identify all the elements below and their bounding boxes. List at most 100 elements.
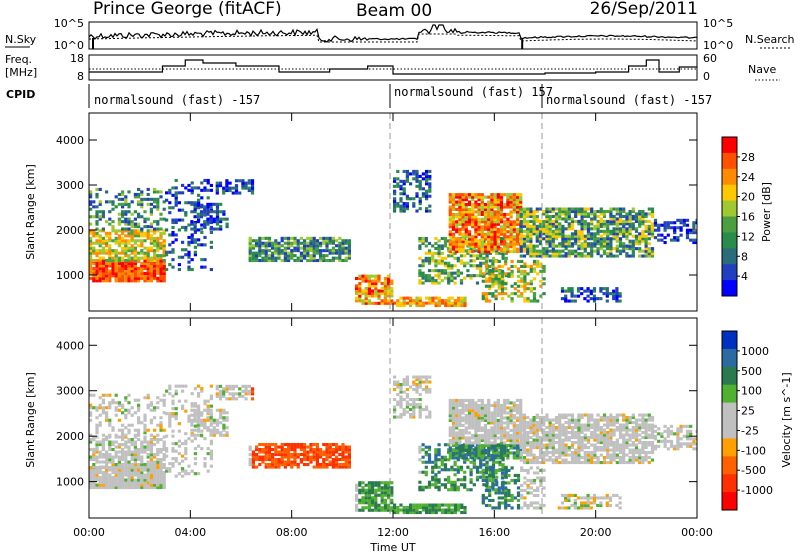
heatmap-cell (315, 445, 319, 449)
heatmap-cell (108, 473, 112, 477)
heatmap-cell (538, 207, 543, 211)
heatmap-cell (415, 301, 419, 305)
heatmap-cell (143, 431, 147, 435)
heatmap-cell (258, 244, 262, 248)
heatmap-cell (485, 463, 489, 467)
heatmap-cell (162, 200, 166, 204)
heatmap-cell (114, 481, 118, 485)
heatmap-cell (466, 458, 470, 462)
heatmap-cell (487, 433, 491, 437)
heatmap-cell (548, 224, 552, 228)
heatmap-cell (480, 411, 484, 415)
heatmap-cell (519, 232, 523, 236)
heatmap-cell (463, 299, 467, 303)
heatmap-cell (137, 416, 141, 420)
freq-label-1: Freq. (5, 53, 32, 66)
heatmap-cell (267, 244, 271, 248)
heatmap-cell (434, 281, 438, 285)
heatmap-cell (374, 503, 378, 507)
heatmap-cell (490, 242, 494, 246)
heatmap-cell (503, 222, 507, 226)
heatmap-cell (512, 207, 516, 211)
heatmap-cell (428, 390, 432, 394)
heatmap-cell (225, 222, 229, 226)
heatmap-cell (393, 503, 397, 507)
heatmap-cell (108, 401, 112, 405)
heatmap-cell (168, 414, 172, 418)
heatmap-cell (458, 416, 462, 420)
heatmap-cell (203, 408, 207, 412)
heatmap-cell (121, 476, 125, 480)
heatmap-cell (631, 242, 635, 246)
heatmap-cell (312, 453, 316, 457)
heatmap-cell (111, 220, 115, 224)
heatmap-cell (650, 214, 655, 218)
heatmap-cell (451, 220, 456, 224)
heatmap-cell (162, 448, 166, 452)
heatmap-cell (222, 191, 226, 195)
heatmap-cell (149, 483, 153, 487)
heatmap-cell (358, 481, 362, 485)
heatmap-cell (101, 445, 105, 449)
heatmap-cell (367, 481, 371, 485)
heatmap-cell (197, 404, 201, 408)
heatmap-cell (673, 238, 677, 242)
heatmap-cell (593, 224, 597, 228)
heatmap-cell (599, 247, 603, 251)
heatmap-cell (153, 231, 157, 235)
heatmap-cell (277, 463, 281, 467)
heatmap-cell (168, 201, 172, 205)
heatmap-cell (137, 259, 141, 263)
heatmap-cell (315, 458, 319, 462)
heatmap-cell (586, 207, 591, 211)
heatmap-cell (203, 235, 207, 239)
heatmap-cell (425, 179, 429, 183)
heatmap-cell (361, 498, 365, 502)
heatmap-cell (606, 222, 610, 226)
heatmap-cell (225, 181, 229, 185)
heatmap-cell (156, 249, 160, 253)
heatmap-cell (567, 214, 571, 218)
heatmap-cell (418, 237, 422, 241)
heatmap-cell (193, 447, 197, 451)
heatmap-cell (140, 251, 144, 255)
heatmap-cell (631, 252, 635, 256)
heatmap-cell (190, 201, 194, 205)
heatmap-cell (347, 244, 351, 248)
heatmap-cell (159, 259, 163, 263)
heatmap-cell (181, 225, 185, 229)
heatmap-cell (529, 227, 533, 231)
heatmap-cell (609, 222, 613, 226)
heatmap-cell (244, 184, 248, 188)
heatmap-cell (325, 458, 329, 462)
heatmap-cell (306, 455, 310, 459)
heatmap-cell (338, 256, 342, 260)
heatmap-cell (474, 411, 478, 415)
heatmap-cell (448, 230, 452, 234)
heatmap-cell (98, 271, 102, 275)
heatmap-cell (471, 426, 475, 430)
heatmap-cell (421, 443, 425, 447)
heatmap-cell (203, 426, 207, 430)
heatmap-cell (165, 434, 169, 438)
heatmap-cell (280, 458, 284, 462)
heatmap-cell (117, 220, 121, 224)
heatmap-cell (299, 236, 303, 240)
heatmap-cell (371, 483, 375, 487)
heatmap-cell (631, 217, 635, 221)
freq-right-tick-bottom: 0 (703, 70, 710, 83)
heatmap-cell (124, 261, 128, 265)
heatmap-cell (519, 205, 523, 209)
heatmap-cell (428, 511, 432, 515)
heatmap-cell (485, 266, 489, 270)
heatmap-cell (92, 393, 96, 397)
heatmap-cell (501, 488, 505, 492)
heatmap-cell (190, 402, 194, 406)
heatmap-cell (261, 241, 265, 245)
heatmap-cell (393, 511, 397, 515)
heatmap-cell (593, 239, 597, 243)
heatmap-cell (467, 406, 472, 410)
heatmap-cell (471, 406, 475, 410)
heatmap-cell (599, 234, 603, 238)
heatmap-cell (209, 431, 213, 435)
